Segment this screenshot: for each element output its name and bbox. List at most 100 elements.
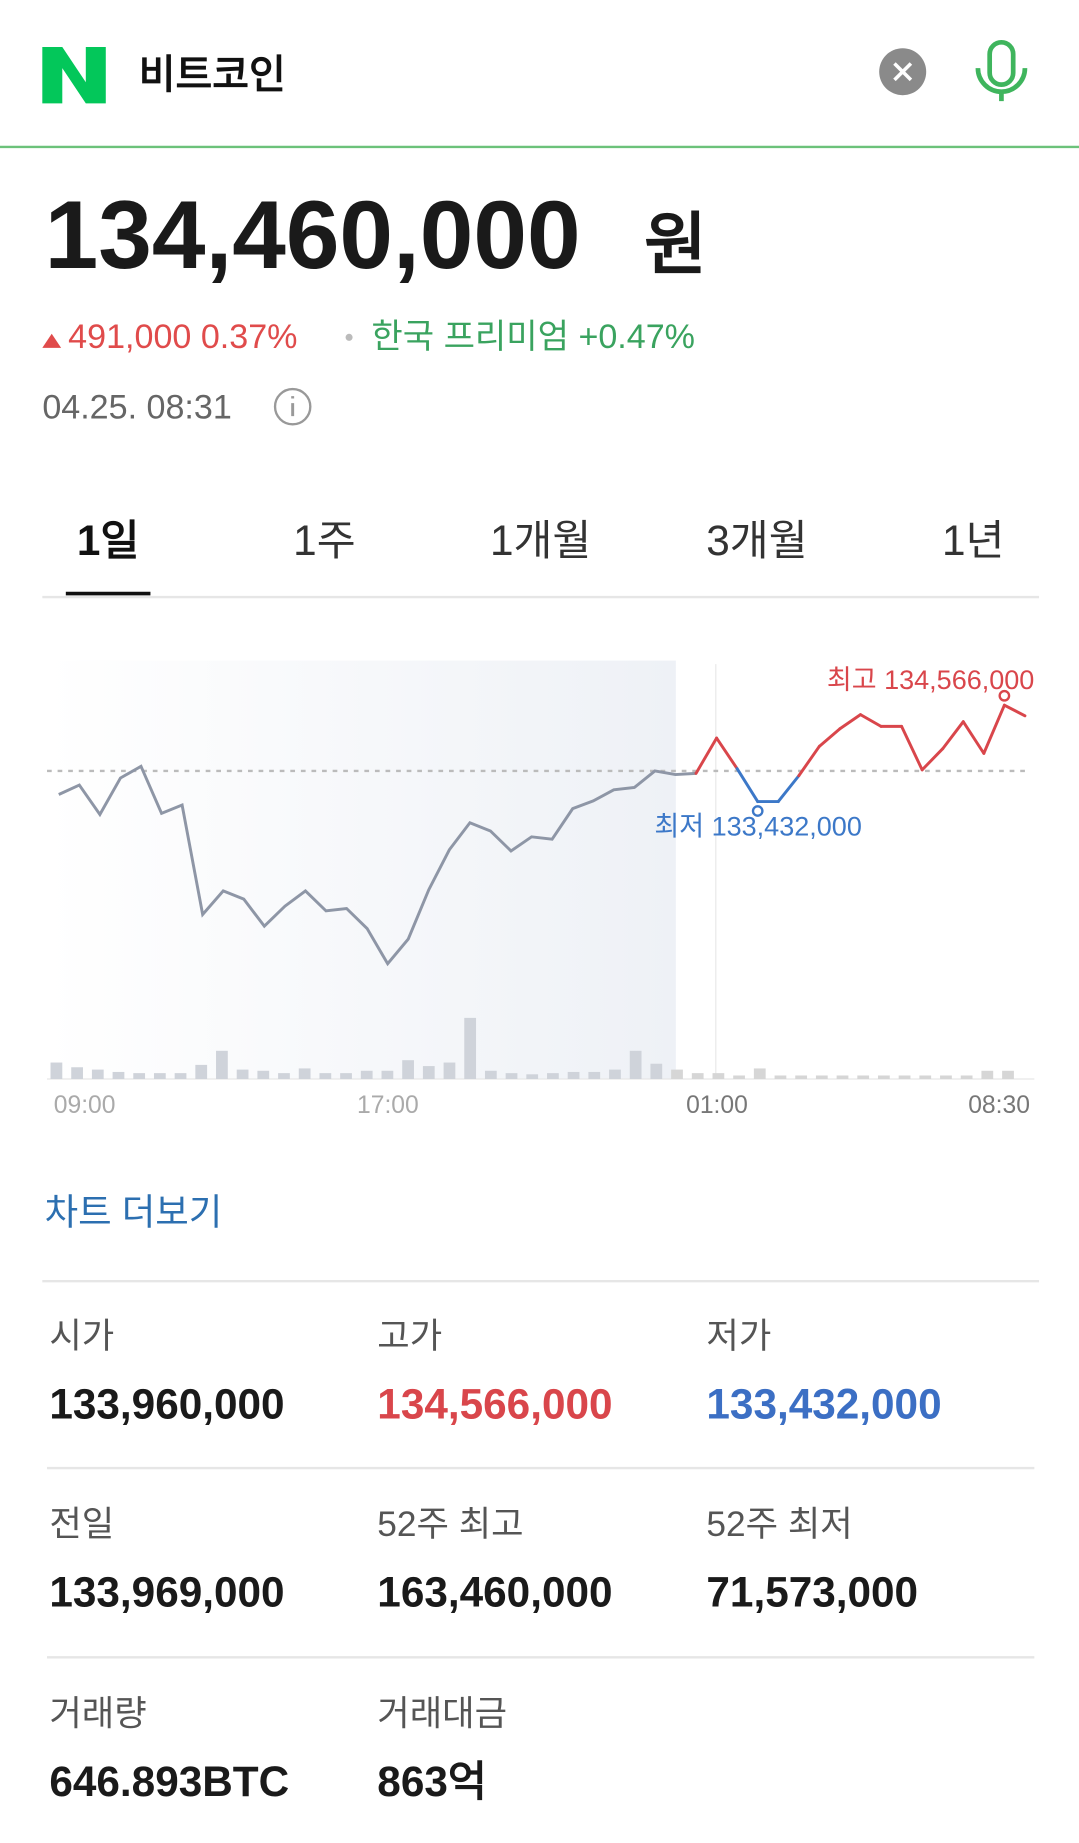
search-query[interactable]: 비트코인 (139, 53, 286, 97)
price-segment (920, 747, 945, 772)
stat-value: 134,566,000 (377, 1381, 612, 1428)
stat-label: 52주 최고 (377, 1505, 523, 1544)
volume-bar (795, 1075, 808, 1080)
volume-bar (981, 1070, 994, 1080)
price-segment (817, 727, 842, 748)
tab[interactable]: 1일 (77, 517, 139, 564)
stat-label: 전일 (49, 1505, 114, 1544)
volume-bar (836, 1075, 849, 1080)
volume-bar (547, 1073, 559, 1080)
volume-bar (174, 1073, 187, 1080)
volume-bar (567, 1071, 580, 1080)
volume-bar (133, 1073, 146, 1080)
volume-bar (236, 1069, 249, 1080)
volume-bar (153, 1073, 166, 1080)
tab[interactable]: 1개월 (490, 517, 591, 564)
info-icon[interactable] (273, 387, 312, 426)
volume-bar (898, 1075, 911, 1080)
volume-bar (112, 1071, 125, 1080)
volume-bar (340, 1073, 352, 1080)
volume-bar (216, 1050, 228, 1080)
volume-bar (878, 1075, 890, 1080)
x-tick-label: 01:00 (686, 1092, 748, 1119)
volume-bar (857, 1075, 870, 1080)
high-marker (998, 689, 1011, 702)
price-segment (776, 774, 801, 804)
timestamp: 04.25. 08:31 (42, 388, 232, 426)
clear-icon (893, 62, 913, 82)
price-unit: 원 (644, 207, 707, 283)
stat-value: 133,969,000 (49, 1569, 284, 1616)
volume-bar (588, 1071, 601, 1080)
x-tick-label: 09:00 (54, 1092, 116, 1119)
price-segment (715, 736, 739, 771)
volume-bar (195, 1064, 208, 1080)
volume-bar (650, 1063, 663, 1080)
price-segment (961, 720, 986, 755)
separator (345, 333, 353, 341)
up-arrow (42, 333, 62, 348)
price-segment (859, 713, 883, 728)
stat-label: 고가 (377, 1317, 442, 1356)
price-segment (735, 767, 760, 804)
volume-bar (402, 1060, 414, 1080)
chart-shade (47, 660, 676, 1080)
volume-bar (257, 1070, 270, 1080)
volume-bar (960, 1075, 973, 1080)
volume-bar (1002, 1070, 1014, 1080)
volume-bar (443, 1062, 456, 1080)
volume-bar (422, 1066, 435, 1080)
low-marker (751, 805, 764, 817)
volume-bar (609, 1069, 621, 1080)
price-segment (900, 724, 924, 772)
volume-bar (381, 1070, 394, 1080)
tab[interactable]: 1주 (293, 517, 355, 564)
volume-bar (484, 1070, 497, 1080)
price-segment (1002, 703, 1027, 718)
volume-bar (815, 1075, 828, 1080)
volume-bar (50, 1062, 63, 1080)
high-label: 최고 134,566,000 (827, 665, 1034, 695)
price-line (58, 764, 697, 967)
tab[interactable]: 3개월 (706, 517, 807, 564)
chart-more-link[interactable]: 차트 더보기 (45, 1192, 223, 1233)
x-tick-label: 08:30 (968, 1092, 1030, 1119)
price: 134,460,000 (45, 182, 581, 289)
stat-value: 71,573,000 (706, 1569, 918, 1616)
volume-bar (753, 1068, 766, 1080)
volume-bar (71, 1067, 83, 1080)
volume-bar (360, 1070, 373, 1080)
volume-bar (629, 1050, 642, 1080)
stat-value: 646.893BTC (49, 1758, 289, 1805)
volume-bar (505, 1073, 518, 1080)
volume-bar (298, 1068, 311, 1080)
logo[interactable] (42, 47, 106, 104)
price-segment (797, 744, 821, 778)
volume-bar (712, 1073, 725, 1080)
tab[interactable]: 1년 (942, 517, 1004, 564)
volume-bar (278, 1073, 290, 1080)
price-segment (941, 720, 965, 751)
stat-label: 시가 (49, 1317, 114, 1356)
volume-bar (526, 1074, 539, 1080)
volume-bar (919, 1075, 932, 1080)
stat-label: 저가 (706, 1317, 771, 1356)
stat-value: 133,960,000 (49, 1381, 284, 1428)
price-change: 491,000 0.37% (68, 318, 297, 356)
low-label: 최저 133,432,000 (654, 812, 861, 842)
volume-bar (319, 1073, 332, 1080)
stat-label: 거래대금 (377, 1694, 507, 1733)
stat-value: 163,460,000 (377, 1569, 612, 1616)
mic-button[interactable] (975, 39, 1028, 102)
stat-label: 52주 최저 (706, 1505, 852, 1544)
price-segment (838, 713, 862, 731)
volume-bar (733, 1075, 745, 1080)
stat-value: 133,432,000 (706, 1381, 941, 1428)
price-segment (982, 703, 1006, 755)
volume-bar (940, 1075, 952, 1080)
volume-bar (91, 1069, 104, 1080)
volume-bar (464, 1017, 477, 1080)
volume-bar (691, 1073, 704, 1080)
price-segment (694, 736, 719, 775)
